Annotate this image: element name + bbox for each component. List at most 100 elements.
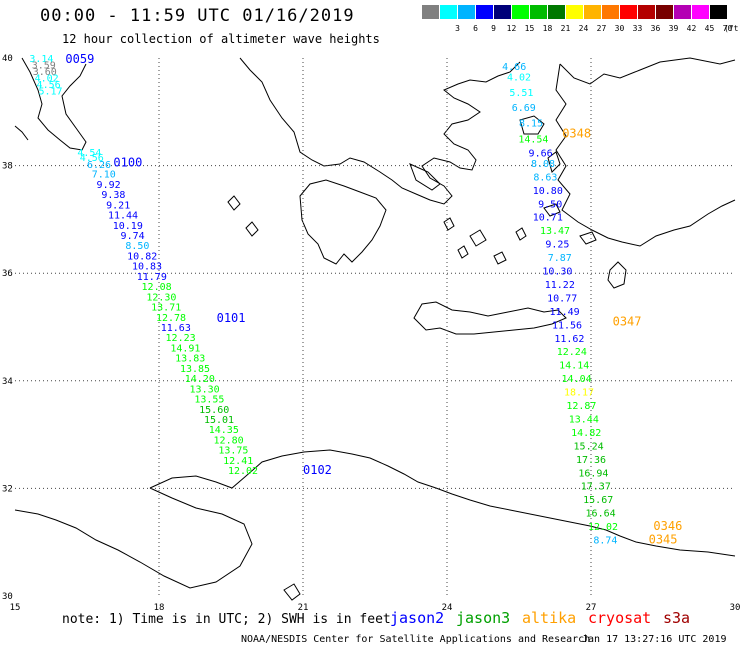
altimeter-tracks: 3.143.593.604.024.565.174.544.566.267.10…	[29, 54, 618, 547]
lat-lon-grid	[15, 58, 735, 596]
coastline-peloponnese	[299, 179, 387, 265]
coastline-island-lesvos	[519, 115, 545, 135]
coastline-sicily	[14, 125, 29, 141]
coastline-island-chios	[547, 151, 561, 173]
legend-swatch	[638, 5, 656, 19]
swh-value-label: 8.08	[531, 159, 555, 170]
lon-tick-label: 30	[730, 603, 740, 613]
swh-value-label: 14.35	[209, 425, 239, 436]
swh-value-label: 14.91	[170, 343, 200, 354]
lat-tick-label: 34	[2, 377, 13, 387]
swh-value-label: 8.63	[533, 172, 557, 183]
swh-value-label: 3.59	[32, 60, 56, 71]
satellite-legend-altika: altika	[522, 609, 577, 627]
lat-tick-label: 40	[2, 54, 13, 64]
swh-value-label: 13.30	[190, 384, 220, 395]
swh-value-label: 15.67	[583, 495, 613, 506]
swh-value-label: 4.02	[35, 73, 59, 84]
satellite-legend-jason3: jason3	[456, 609, 511, 627]
swh-value-label: 9.50	[538, 199, 562, 210]
swh-value-label: 9.38	[101, 190, 125, 201]
pass-time-label: 0100	[113, 155, 142, 169]
swh-value-label: 11.56	[552, 320, 582, 331]
legend-swatch	[548, 5, 566, 19]
swh-value-label: 8.50	[125, 241, 149, 252]
swh-value-label: 14.20	[185, 374, 215, 385]
legend-swatch	[458, 5, 476, 19]
swh-value-label: 8.15	[519, 119, 543, 130]
swh-value-label: 13.71	[151, 303, 181, 314]
legend-label: 21	[560, 24, 571, 33]
lon-tick-label: 21	[298, 603, 309, 613]
swh-value-label: 17.36	[576, 455, 606, 466]
legend-label: 12	[506, 24, 517, 33]
swh-value-label: 10.82	[127, 251, 157, 262]
lat-tick-label: 36	[2, 269, 13, 279]
legend-label: 39	[668, 24, 679, 33]
coastline-rhodes	[607, 261, 627, 289]
swh-value-label: 4.56	[37, 80, 61, 91]
swh-value-label: 4.54	[77, 148, 101, 159]
swh-value-label: 11.63	[161, 323, 191, 334]
footer-credit: NOAA/NESDIS Center for Satellite Applica…	[241, 634, 591, 645]
swh-value-label: 12.02	[588, 522, 618, 533]
satellite-legend-s3a: s3a	[663, 609, 691, 627]
page-subtitle: 12 hour collection of altimeter wave hei…	[62, 32, 380, 46]
legend-label: 18	[542, 24, 553, 33]
swh-value-label: 12.23	[166, 333, 196, 344]
swh-value-label: 6.26	[87, 160, 111, 171]
pass-time-label: 0059	[65, 52, 94, 66]
coastline-island-kos	[579, 231, 597, 245]
swh-value-label: 6.69	[512, 103, 536, 114]
swh-value-label: 12.24	[557, 347, 587, 358]
coastline-island-evia	[409, 163, 441, 191]
pass-time-label: 0102	[303, 463, 332, 477]
lon-tick-label: 15	[10, 603, 21, 613]
legend-swatch	[494, 5, 512, 19]
coastline-turkey	[555, 57, 736, 247]
swh-value-label: 4.02	[507, 72, 531, 83]
swh-value-label: 4.56	[80, 153, 104, 164]
satellite-legend-jason2: jason2	[390, 609, 445, 627]
swh-value-label: 16.94	[578, 468, 608, 479]
swh-value-label: 12.41	[223, 456, 253, 467]
swh-value-label: 15.01	[204, 415, 234, 426]
swh-value-label: 12.87	[566, 401, 596, 412]
swh-value-label: 3.14	[29, 54, 53, 65]
legend-label: 42	[686, 24, 697, 33]
legend-swatch	[710, 5, 728, 19]
swh-value-label: 12.02	[228, 466, 258, 477]
legend-swatch	[584, 5, 602, 19]
legend-unit: (ft)	[724, 24, 740, 33]
lat-tick-label: 38	[2, 162, 13, 172]
coastline-island-naxos	[469, 229, 487, 247]
coastlines	[14, 57, 736, 601]
legend-label: 70	[722, 24, 733, 33]
legend-swatch	[476, 5, 494, 19]
swh-value-label: 10.77	[547, 293, 577, 304]
swh-value-label: 11.44	[108, 211, 138, 222]
swh-value-label: 11.22	[545, 280, 575, 291]
swh-value-label: 13.44	[569, 414, 599, 425]
footer-timestamp: Jan 17 13:27:16 UTC 2019	[582, 634, 727, 645]
swh-value-label: 16.64	[586, 509, 616, 520]
swh-value-label: 12.08	[142, 282, 172, 293]
swh-value-label: 7.10	[92, 170, 116, 181]
swh-value-label: 15.24	[574, 441, 604, 452]
swh-value-label: 10.80	[533, 186, 563, 197]
legend-label: 30	[614, 24, 625, 33]
lon-tick-label: 24	[442, 603, 453, 613]
legend-swatch	[440, 5, 458, 19]
swh-value-label: 12.30	[146, 292, 176, 303]
pass-time-label: 0101	[217, 311, 246, 325]
legend-swatch	[422, 5, 440, 19]
legend-label: 27	[596, 24, 607, 33]
swh-value-label: 4.66	[502, 62, 526, 73]
swh-value-label: 10.19	[113, 221, 143, 232]
swh-value-label: 13.85	[180, 364, 210, 375]
pass-time-label: 0346	[653, 519, 682, 533]
legend-swatch	[530, 5, 548, 19]
coastline-island-libya	[283, 583, 301, 601]
